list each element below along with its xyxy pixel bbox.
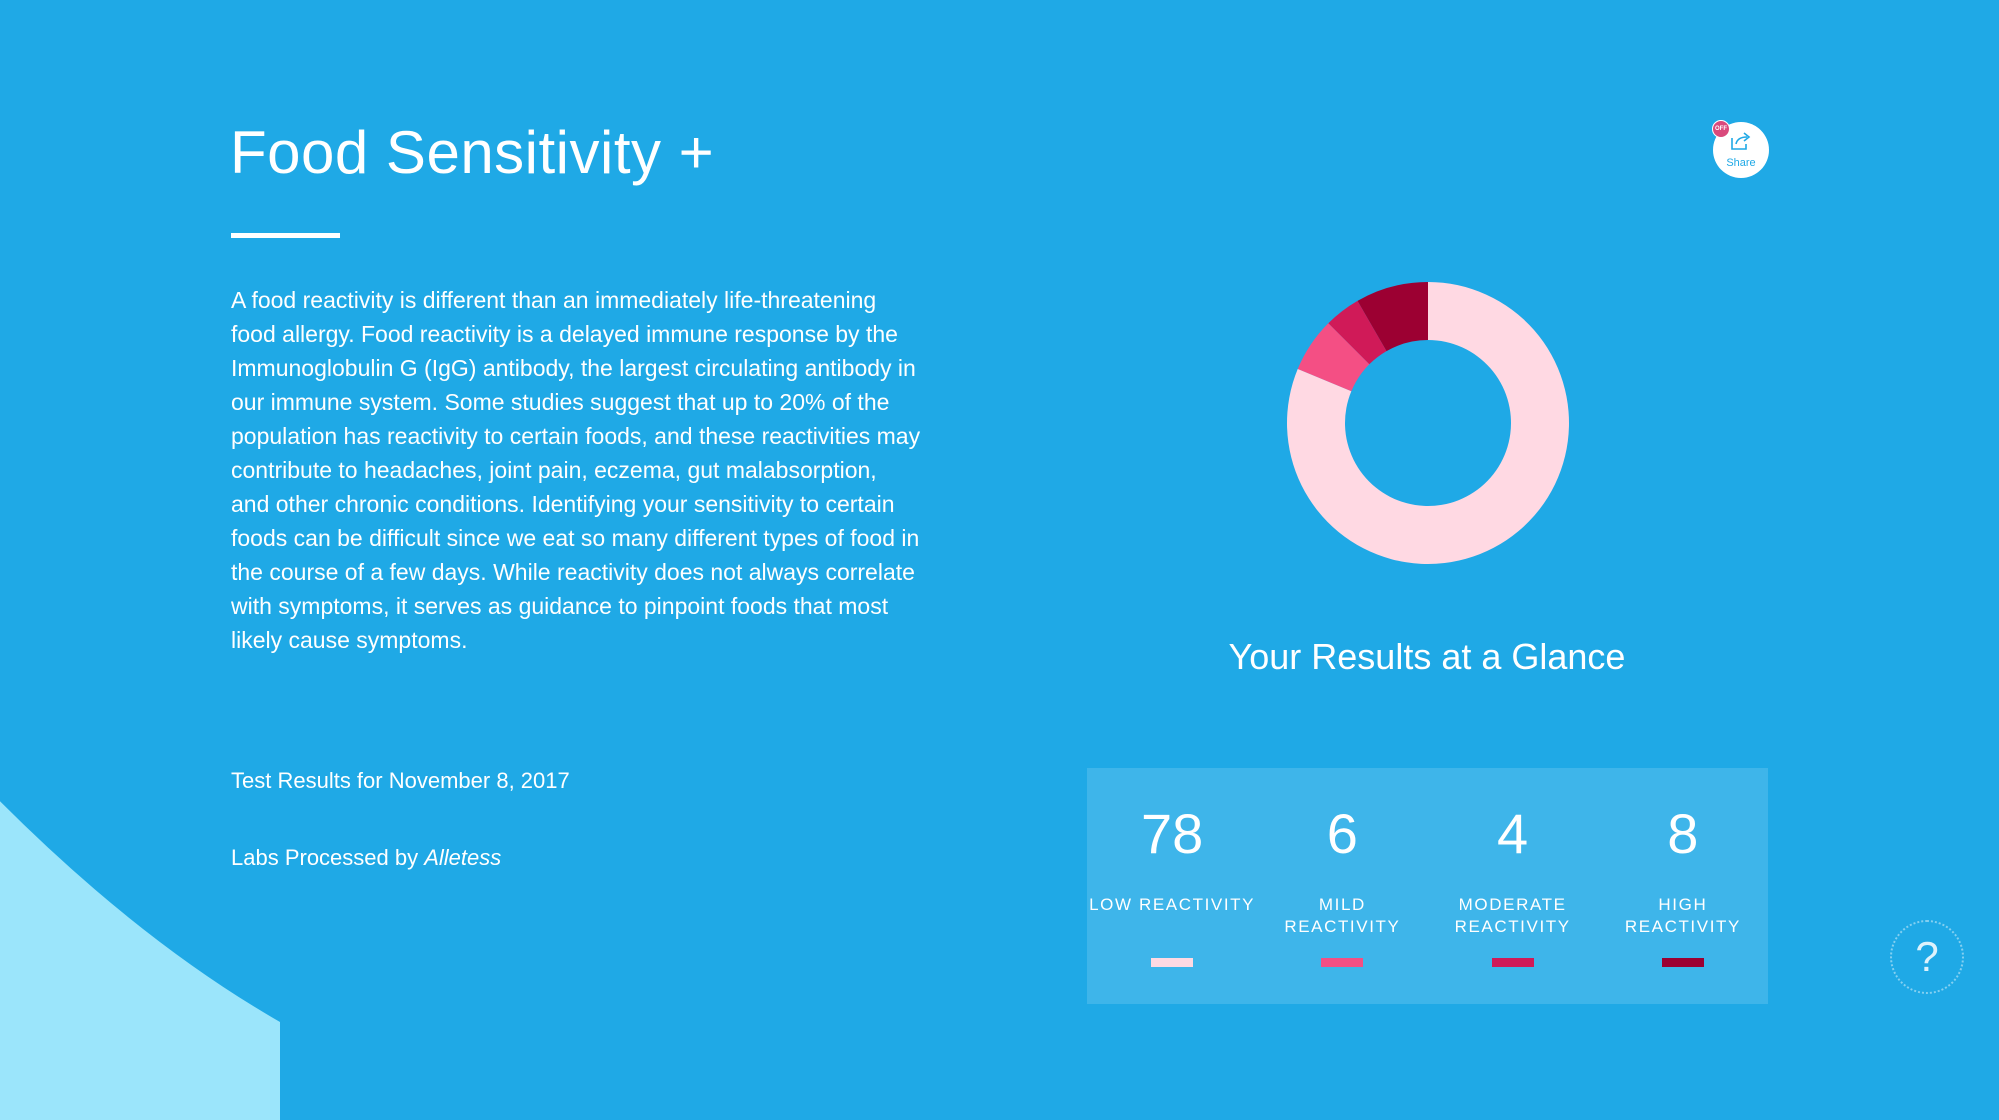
stat-label-line1: HIGH [1658, 895, 1708, 914]
donut-segment-low-reactivity [1287, 282, 1569, 564]
title-underline [231, 233, 340, 238]
donut-segment-moderate-reactivity [1328, 300, 1387, 365]
labs-vendor: Alletess [424, 845, 502, 870]
stat-count: 6 [1326, 802, 1358, 865]
page-title: Food Sensitivity + [230, 119, 715, 186]
stat-color-swatch [1491, 958, 1534, 967]
donut-segment-mild-reactivity [1297, 323, 1370, 392]
labs-processed-line: Labs Processed by Alletess [231, 845, 501, 871]
results-glance-title: Your Results at a Glance [1228, 636, 1626, 677]
test-results-date: November 8, 2017 [388, 768, 570, 793]
share-label: Share [1726, 157, 1756, 169]
help-button[interactable]: ? [1890, 920, 1964, 994]
stat-label-line2: REACTIVITY [1454, 917, 1571, 936]
share-icon [1730, 131, 1752, 156]
stat-label-line2: REACTIVITY [1284, 917, 1401, 936]
stat-mild-reactivity: 6 MILD REACTIVITY [1257, 768, 1427, 1004]
stat-color-swatch [1321, 958, 1364, 967]
stat-label-line2: REACTIVITY [1624, 917, 1741, 936]
labs-prefix: Labs Processed by [231, 845, 419, 870]
stat-low-reactivity: 78 LOW REACTIVITY [1087, 768, 1257, 1004]
donut-segment-high-reactivity [1357, 282, 1428, 352]
stat-label: MODERATE REACTIVITY [1428, 894, 1598, 938]
share-badge: OFF [1712, 120, 1730, 138]
reactivity-stats-panel: 78 LOW REACTIVITY 6 MILD REACTIVITY 4 MO… [1087, 768, 1768, 1004]
stat-count: 4 [1497, 802, 1529, 865]
stat-count: 8 [1667, 802, 1699, 865]
help-icon: ? [1915, 933, 1939, 980]
stat-label-line1: MILD [1318, 895, 1366, 914]
description-text: A food reactivity is different than an i… [231, 287, 921, 653]
stat-count: 78 [1140, 802, 1204, 865]
stat-color-swatch [1661, 958, 1704, 967]
stat-label-line1: MODERATE [1458, 895, 1567, 914]
corner-decoration [0, 760, 320, 1120]
stat-color-swatch [1151, 958, 1194, 967]
test-results-line: Test Results for November 8, 2017 [231, 768, 570, 794]
stat-moderate-reactivity: 4 MODERATE REACTIVITY [1428, 768, 1598, 1004]
reactivity-donut-chart [1286, 281, 1570, 565]
stat-label: LOW REACTIVITY [1087, 894, 1257, 916]
stat-label-line1: LOW REACTIVITY [1089, 895, 1256, 914]
test-results-prefix: Test Results for [231, 768, 383, 793]
stat-label: HIGH REACTIVITY [1598, 894, 1768, 938]
stat-label: MILD REACTIVITY [1257, 894, 1427, 938]
stat-high-reactivity: 8 HIGH REACTIVITY [1598, 768, 1768, 1004]
